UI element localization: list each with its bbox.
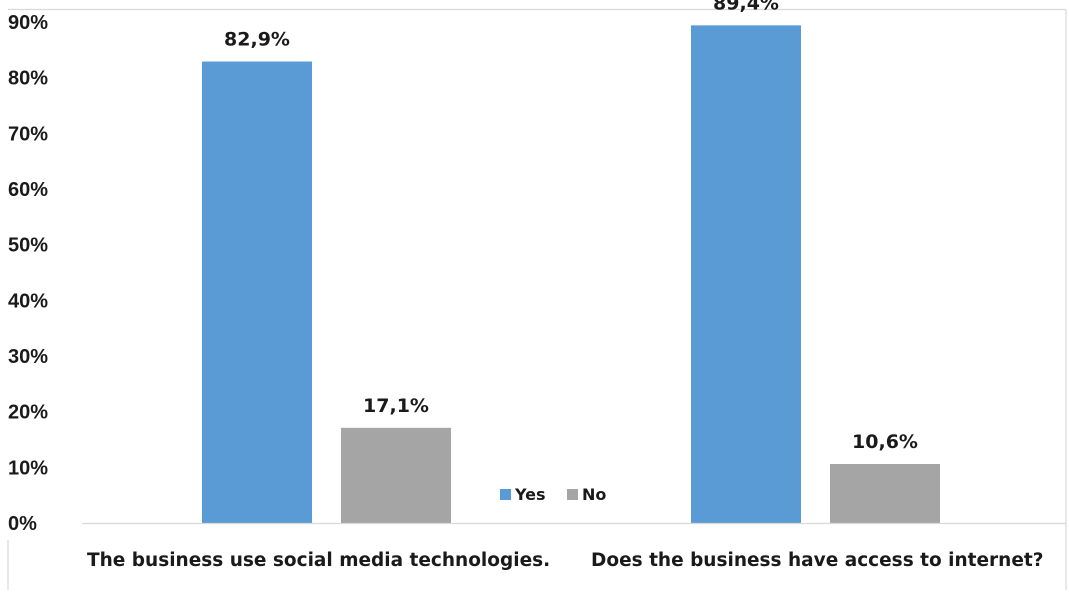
y-tick-label: 20% (8, 402, 48, 424)
bar-yes-1 (202, 61, 312, 523)
y-tick-label: 30% (8, 346, 48, 368)
bar-no-1 (341, 427, 451, 523)
y-tick-label: 60% (8, 179, 48, 201)
legend-label-yes: Yes (514, 485, 546, 504)
bars (202, 25, 940, 524)
legend-swatch-yes (500, 489, 511, 500)
legend-label-no: No (582, 485, 606, 504)
bar-yes-2 (691, 25, 801, 524)
data-label: 10,6% (852, 431, 918, 453)
data-labels: 82,9% 89,4% 17,1% 10,6% (224, 0, 918, 453)
y-tick-label: 90% (8, 12, 48, 34)
y-tick-label: 40% (8, 290, 48, 312)
category-label: The business use social media technologi… (87, 550, 550, 571)
category-label: Does the business have access to interne… (591, 550, 1043, 571)
plot-frame (7, 8, 1067, 590)
x-axis: The business use social media technologi… (82, 522, 1066, 571)
y-tick-label: 50% (8, 235, 48, 257)
data-label: 17,1% (363, 395, 429, 417)
y-tick-label: 70% (8, 123, 48, 145)
y-tick-label: 80% (8, 68, 48, 90)
data-label: 82,9% (224, 29, 290, 51)
legend-swatch-no (567, 489, 578, 500)
y-axis: 0% 10% 20% 30% 40% 50% 60% 70% 80% 90% (8, 12, 48, 535)
data-label: 89,4% (713, 0, 779, 14)
legend: Yes No (500, 485, 606, 504)
y-tick-label: 10% (8, 457, 48, 479)
y-tick-label: 0% (8, 513, 37, 535)
bar-no-2 (830, 463, 940, 523)
